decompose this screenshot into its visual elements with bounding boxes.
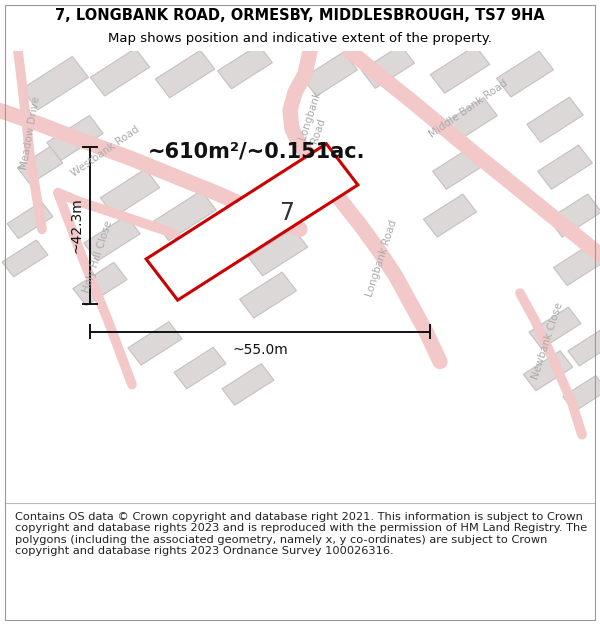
Text: Map shows position and indicative extent of the property.: Map shows position and indicative extent… (108, 32, 492, 45)
Polygon shape (527, 97, 583, 142)
Polygon shape (128, 322, 182, 365)
Polygon shape (361, 45, 415, 88)
Polygon shape (443, 98, 497, 142)
Polygon shape (154, 191, 216, 241)
Text: 7: 7 (280, 201, 295, 225)
Polygon shape (239, 272, 296, 318)
Polygon shape (73, 262, 127, 306)
Polygon shape (248, 228, 308, 276)
Polygon shape (91, 49, 149, 96)
Text: Longbank: Longbank (298, 89, 323, 141)
Polygon shape (563, 376, 600, 411)
Polygon shape (433, 145, 487, 189)
Text: Contains OS data © Crown copyright and database right 2021. This information is : Contains OS data © Crown copyright and d… (15, 512, 587, 556)
Polygon shape (155, 51, 215, 98)
Polygon shape (84, 216, 140, 261)
Polygon shape (100, 169, 160, 216)
Text: Road: Road (309, 117, 327, 144)
Text: Meadow Drive: Meadow Drive (19, 96, 41, 171)
Polygon shape (7, 202, 53, 239)
Polygon shape (22, 56, 88, 110)
Polygon shape (17, 147, 62, 184)
Polygon shape (174, 348, 226, 389)
Polygon shape (430, 46, 490, 93)
Text: ~55.0m: ~55.0m (232, 342, 288, 357)
Text: ~42.3m: ~42.3m (69, 198, 83, 254)
Polygon shape (2, 240, 48, 277)
Polygon shape (568, 330, 600, 366)
Text: Westbank Road: Westbank Road (69, 124, 141, 179)
Text: Middle Bank Road: Middle Bank Road (427, 78, 509, 139)
Text: Holy Hill Close: Holy Hill Close (82, 219, 115, 294)
Polygon shape (47, 116, 103, 161)
Polygon shape (538, 145, 592, 189)
Polygon shape (523, 351, 573, 391)
Text: Newbank Close: Newbank Close (531, 301, 565, 381)
Polygon shape (146, 144, 358, 300)
Polygon shape (553, 242, 600, 286)
Polygon shape (424, 194, 476, 237)
Text: ~610m²/~0.151ac.: ~610m²/~0.151ac. (148, 142, 365, 162)
Text: 7, LONGBANK ROAD, ORMESBY, MIDDLESBROUGH, TS7 9HA: 7, LONGBANK ROAD, ORMESBY, MIDDLESBROUGH… (55, 8, 545, 23)
Polygon shape (163, 235, 221, 282)
Polygon shape (302, 52, 358, 96)
Polygon shape (529, 307, 581, 349)
Polygon shape (222, 364, 274, 405)
Polygon shape (497, 51, 553, 97)
Polygon shape (548, 194, 600, 237)
Polygon shape (218, 45, 272, 89)
Text: Longbank Road: Longbank Road (365, 219, 399, 298)
